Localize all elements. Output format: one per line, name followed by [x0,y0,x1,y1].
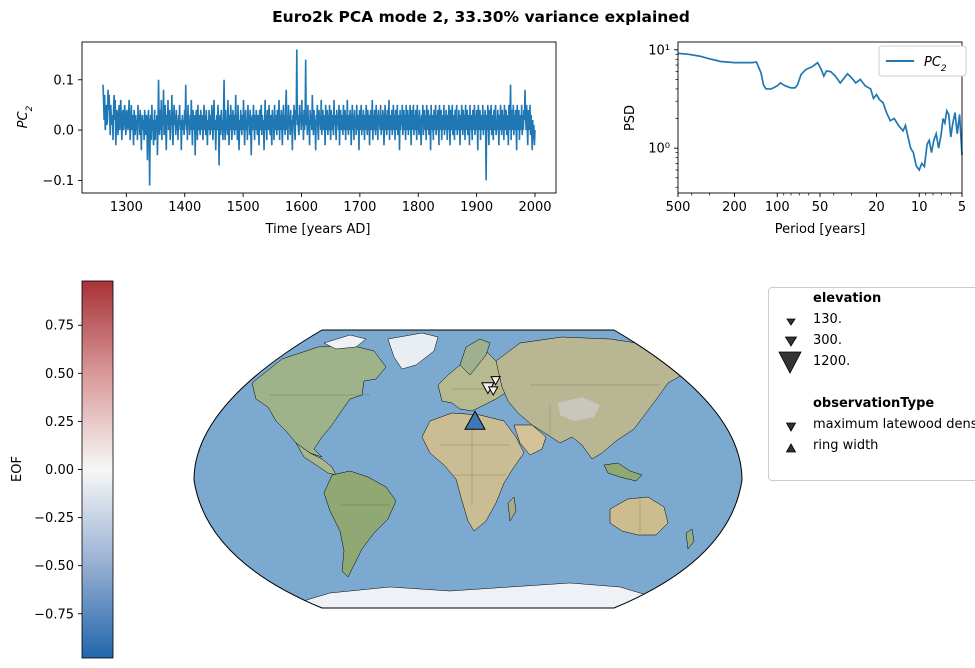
map-outline [193,329,743,609]
psd-xtick-label: 50 [812,200,829,215]
pc-xtick-label: 1800 [402,200,435,215]
pc-ylabel-sub: 2 [25,105,35,111]
pc-xtick-label: 1500 [227,200,260,215]
psd-xtick-label: 5 [958,200,966,215]
land-south-america [323,470,397,578]
legend-elevation-row-1: 130. [769,312,975,330]
marker-latewood-density [487,386,499,397]
psd-series-line [677,52,963,172]
colorbar-tick-label: −0.25 [34,511,74,526]
land-new-zealand [685,528,695,550]
psd-axes: 500 200 100 50 20 10 5 10⁰ 10¹ [648,41,966,215]
triangle-down-icon [785,422,797,432]
colorbar-tick-label: −0.75 [34,607,74,622]
pc-ylabel: PC2 [16,105,35,128]
legend-type-row-2: ring width [769,438,975,456]
psd-chart: 500 200 100 50 20 10 5 10⁰ 10¹ Period [years] PS… [623,41,967,237]
legend-type-row-1: maximum latewood density [769,417,975,435]
eof-colorbar: 0.75 0.50 0.25 0.00 −0.25 −0.50 −0.75 EOF [10,280,114,659]
legend-elevation-label-1: 130. [813,312,842,327]
marker-latewood-density [490,376,501,386]
colorbar-label: EOF [10,456,25,482]
land-africa [421,412,525,532]
land-arabia [513,424,547,456]
pc-timeseries-axes: 1300 1400 1500 1600 1700 1800 1900 2000 −0.1 0.0 0… [42,41,557,215]
land-se-asia [603,462,643,482]
pc-xtick-label: 1900 [460,200,493,215]
legend-elevation-label-2: 300. [813,333,842,348]
pc-ytick-label: −0.1 [42,174,74,189]
pc-ytick-label: 0.0 [53,124,74,139]
legend-type-label-2: ring width [813,438,879,453]
psd-xtick-label: 200 [722,200,747,215]
psd-ytick-label: 10⁰ [648,142,670,157]
land-australia [609,496,669,536]
marker-ring-width [464,410,486,430]
legend-type-label-1: maximum latewood density [813,417,975,432]
pc-xlabel: Time [years AD] [265,222,371,237]
legend-elevation-row-2: 300. [769,333,975,351]
colorbar-tick-label: 0.50 [45,367,74,382]
psd-ylabel: PSD [623,105,638,131]
colorbar-gradient [81,280,114,659]
proxy-markers [464,376,501,430]
pc-ytick-label: 0.1 [53,73,74,88]
psd-xtick-label: 500 [666,200,691,215]
psd-xtick-label: 10 [911,200,928,215]
land-arctic-islands [323,334,367,350]
psd-xtick-label: 100 [765,200,790,215]
legend-elevation-title: elevation [813,291,882,306]
land-tibet [558,397,600,421]
psd-xtick-label: 20 [868,200,885,215]
colorbar-tick-label: −0.50 [34,559,74,574]
triangle-down-small-icon [786,318,796,326]
legend-elevation-label-3: 1200. [813,354,851,369]
pc-xtick-label: 2000 [518,200,551,215]
land-scandinavia [459,338,491,376]
psd-legend-label: PC2 [924,55,947,74]
legend-elevation-header: elevation [769,291,975,309]
map-legend: elevation 130. 300. 1200. observationTyp… [768,287,975,481]
pc-axes-frame [81,41,557,194]
pc-xtick-label: 1600 [285,200,318,215]
pc-xtick-label: 1300 [110,200,143,215]
country-borders [270,384,660,533]
pc-xtick-label: 1700 [343,200,376,215]
colorbar-tick-label: 0.00 [45,463,74,478]
psd-xlabel: Period [years] [775,222,866,237]
pc-series-line [102,49,536,186]
psd-legend: PC2 [878,45,967,77]
triangle-down-large-icon [778,351,802,374]
triangle-down-medium-icon [784,336,798,347]
land-madagascar [507,496,517,522]
map-content [194,330,742,608]
legend-elevation-row-3: 1200. [769,351,975,374]
world-map [193,329,743,609]
pc-timeseries-chart: 1300 1400 1500 1600 1700 1800 1900 2000 −0.1 0.0 0… [16,41,557,237]
legend-type-title: observationType [813,396,935,411]
colorbar-tick-label: 0.25 [45,415,74,430]
figure-title: Euro2k PCA mode 2, 33.30% variance expla… [272,8,690,26]
triangle-up-icon [785,443,797,453]
colorbar-ticks: 0.75 0.50 0.25 0.00 −0.25 −0.50 −0.75 [34,319,82,622]
psd-ytick-label: 10¹ [648,43,670,58]
land-greenland [387,332,439,370]
land-antarctica [289,582,661,608]
colorbar-tick-label: 0.75 [45,319,74,334]
land-north-america [251,344,387,458]
psd-legend-main: PC [924,55,942,70]
psd-legend-frame [878,45,967,77]
pc-xtick-label: 1400 [168,200,201,215]
legend-type-header: observationType [769,396,975,414]
psd-legend-sub: 2 [941,64,947,74]
pc-ylabel-main: PC [16,110,31,128]
